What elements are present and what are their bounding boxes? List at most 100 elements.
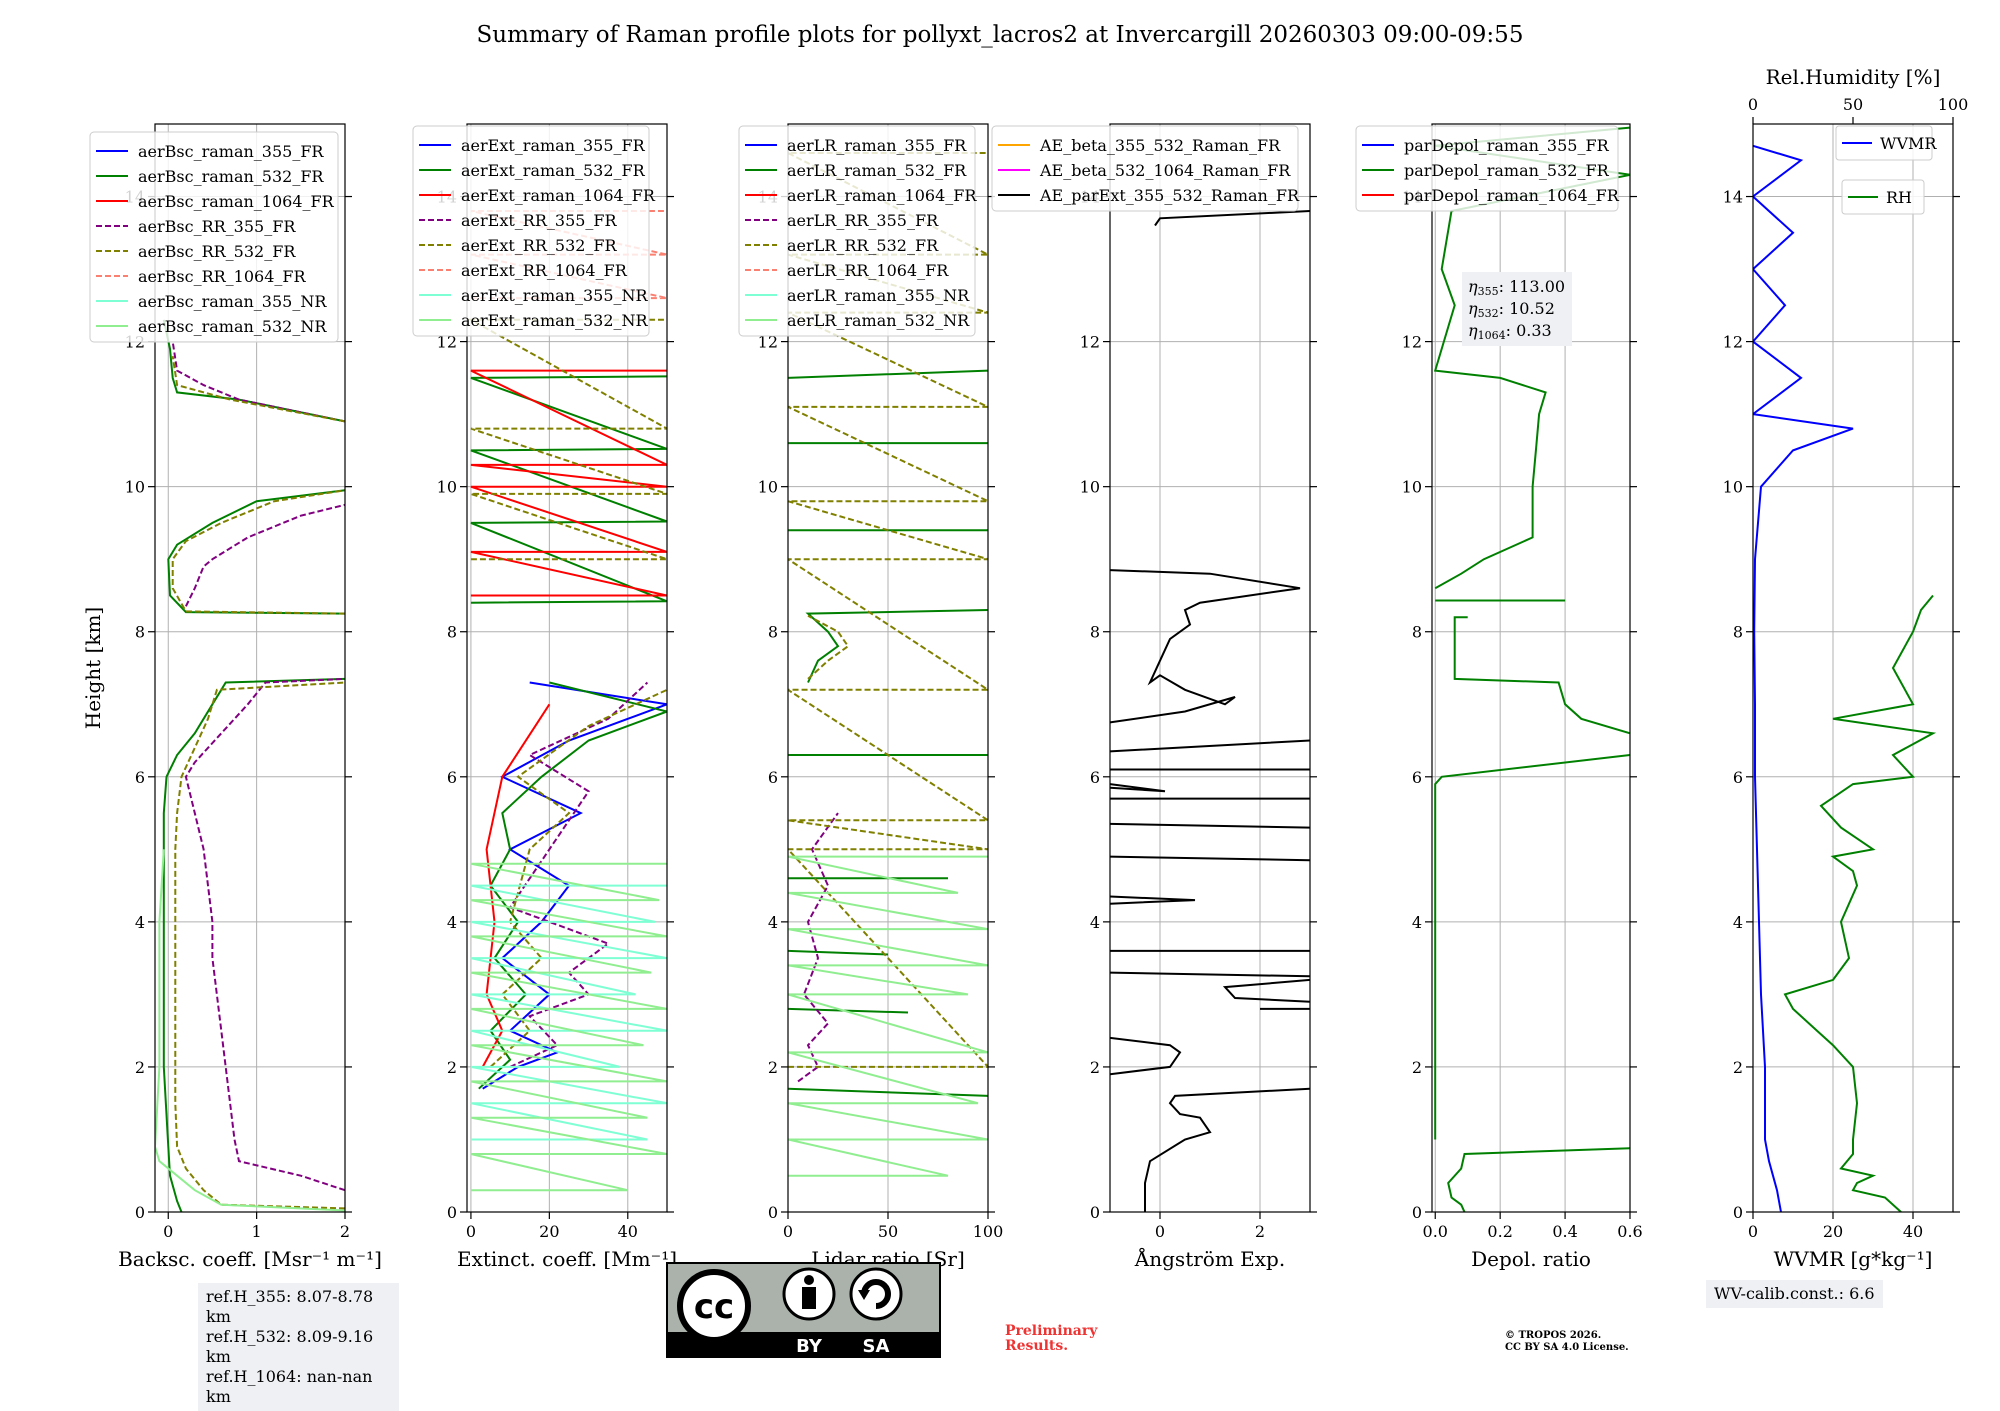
legend-entry-RH: RH xyxy=(1886,188,1912,207)
y-tick-label: 4 xyxy=(1412,913,1422,932)
series-line-aerLR_raman_532_NR xyxy=(788,855,988,1177)
legend-entry-parDepol_raman_355_FR: parDepol_raman_355_FR xyxy=(1404,136,1610,155)
series-group xyxy=(1753,144,1937,1212)
y-tick-label: 0 xyxy=(135,1203,145,1222)
legend-entry-aerExt_raman_532_FR: aerExt_raman_532_FR xyxy=(461,161,646,180)
series-group xyxy=(788,152,988,1177)
legend-entry-aerExt_RR_1064_FR: aerExt_RR_1064_FR xyxy=(461,261,628,280)
y-tick-label: 6 xyxy=(447,768,457,787)
y-tick-label: 4 xyxy=(768,913,778,932)
legend-backscatter: aerBsc_raman_355_FR aerBsc_raman_532_FRae… xyxy=(89,131,339,343)
y-tick-label: 12 xyxy=(1080,333,1100,352)
legend-entry-aerExt_RR_532_FR: aerExt_RR_532_FR xyxy=(461,236,618,255)
series-line-WVMR xyxy=(1753,144,1854,1212)
y-tick-label: 4 xyxy=(135,913,145,932)
preliminary-line1: Preliminary xyxy=(1005,1323,1098,1339)
legend-entry-aerLR_raman_355_NR: aerLR_raman_355_NR xyxy=(787,286,970,305)
y-tick-label: 2 xyxy=(135,1058,145,1077)
legend-entry-WVMR: WVMR xyxy=(1880,134,1937,153)
legend-entry-aerExt_RR_355_FR: aerExt_RR_355_FR xyxy=(461,211,618,230)
legend-box xyxy=(1355,125,1619,212)
series-group xyxy=(467,210,667,1192)
copyright-note: © TROPOS 2026. CC BY SA 4.0 License. xyxy=(1505,1330,1629,1354)
copyright-line2: CC BY SA 4.0 License. xyxy=(1505,1342,1629,1353)
y-tick-label: 8 xyxy=(447,623,457,642)
legend-entry-AE_beta_355_532_Raman_FR: AE_beta_355_532_Raman_FR xyxy=(1039,136,1281,155)
cc-letters: cc xyxy=(694,1287,734,1327)
legend-lidar_ratio: aerLR_raman_355_FR aerLR_raman_532_FR aerL… xyxy=(738,125,977,337)
plot-frame xyxy=(1431,123,1631,1213)
ref-height-1064: ref.H_1064: nan-nan km xyxy=(206,1367,373,1406)
legend-entry-aerExt_raman_355_NR: aerExt_raman_355_NR xyxy=(461,286,649,305)
eta-355-value: η355: 113.00 xyxy=(1468,277,1565,298)
y-tick-label: 12 xyxy=(758,333,778,352)
y-tick-label: 10 xyxy=(1080,478,1100,497)
legend-box xyxy=(89,131,339,343)
legend-entry-aerLR_raman_532_FR: aerLR_raman_532_FR xyxy=(787,161,967,180)
y-tick-label: 0 xyxy=(1090,1203,1100,1222)
legend-entry-aerLR_raman_355_FR: aerLR_raman_355_FR xyxy=(787,136,967,155)
x-tick-label: 20 xyxy=(1823,1222,1843,1241)
series-line-AE_parExt_355_532_Raman_FR xyxy=(1110,210,1310,1212)
legend-extinction: aerExt_raman_355_FR aerExt_raman_532_FRae… xyxy=(412,125,656,337)
eta-532-value: η532: 10.52 xyxy=(1468,299,1555,320)
series-line-aerLR_RR_532_FR xyxy=(788,152,988,1068)
figure-title: Summary of Raman profile plots for polly… xyxy=(476,22,1524,48)
legend-entry-aerLR_RR_1064_FR: aerLR_RR_1064_FR xyxy=(787,261,949,280)
x-tick-label: 0 xyxy=(1155,1222,1165,1241)
legend-entry-aerLR_RR_355_FR: aerLR_RR_355_FR xyxy=(787,211,939,230)
share-alike-icon xyxy=(849,1267,903,1321)
plot-frame xyxy=(1752,123,1954,1213)
legend-entry-aerBsc_RR_355_FR: aerBsc_RR_355_FR xyxy=(138,217,296,236)
x-axis-label: WVMR [g*kg⁻¹] xyxy=(1774,1247,1933,1271)
series-line-aerExt_RR_532_FR xyxy=(467,318,667,1068)
x-tick-label: 0.2 xyxy=(1487,1222,1512,1241)
legend-entry-aerLR_RR_532_FR: aerLR_RR_532_FR xyxy=(787,236,939,255)
legend-entry-aerLR_raman_1064_FR: aerLR_raman_1064_FR xyxy=(787,186,977,205)
wv-calibration-text: WV-calib.const.: 6.6 xyxy=(1714,1284,1875,1303)
plot-frame xyxy=(1109,123,1311,1213)
x-axis-label: Depol. ratio xyxy=(1471,1247,1591,1271)
x-tick-label: 2 xyxy=(1255,1222,1265,1241)
legend-entry-aerBsc_raman_1064_FR: aerBsc_raman_1064_FR xyxy=(138,192,335,211)
y-tick-label: 2 xyxy=(1412,1058,1422,1077)
legend-angstrom: AE_beta_355_532_Raman_FR AE_beta_532_1064… xyxy=(991,125,1300,212)
series-line-aerExt_raman_532_NR xyxy=(470,862,667,1192)
top-x-tick-label: 0 xyxy=(1748,95,1758,114)
legend-entry-parDepol_raman_1064_FR: parDepol_raman_1064_FR xyxy=(1404,186,1620,205)
panel-angstrom: 0246810121402Ångström Exp.AE_beta_355_53… xyxy=(991,123,1317,1271)
y-tick-label: 6 xyxy=(768,768,778,787)
series-group xyxy=(155,319,345,1212)
y-tick-label: 10 xyxy=(437,478,457,497)
x-tick-label: 0.6 xyxy=(1617,1222,1642,1241)
series-line-aerExt_raman_1064_FR xyxy=(470,369,667,1068)
y-tick-label: 10 xyxy=(758,478,778,497)
badge-sa-text: SA xyxy=(863,1336,890,1357)
x-tick-label: 1 xyxy=(252,1222,262,1241)
copyright-line1: © TROPOS 2026. xyxy=(1505,1330,1602,1341)
series-line-aerExt_raman_355_NR xyxy=(470,884,667,1141)
legend-entry-aerBsc_RR_1064_FR: aerBsc_RR_1064_FR xyxy=(138,267,307,286)
series-line-aerBsc_raman_532_FR xyxy=(162,319,345,1212)
cc-circle-icon xyxy=(677,1269,751,1343)
legend-entry-aerExt_raman_1064_FR: aerExt_raman_1064_FR xyxy=(461,186,656,205)
ref-height-355: ref.H_355: 8.07-8.78 km xyxy=(206,1287,374,1326)
legend-entry-aerBsc_raman_532_FR: aerBsc_raman_532_FR xyxy=(138,167,324,186)
y-tick-label: 8 xyxy=(1733,623,1743,642)
y-tick-label: 6 xyxy=(135,768,145,787)
legend-entry-aerBsc_raman_532_NR: aerBsc_raman_532_NR xyxy=(138,317,327,336)
y-tick-label: 4 xyxy=(1733,913,1743,932)
x-tick-label: 0 xyxy=(783,1222,793,1241)
y-tick-label: 2 xyxy=(768,1058,778,1077)
y-tick-label: 4 xyxy=(447,913,457,932)
top-x-tick-label: 100 xyxy=(1938,95,1969,114)
x-tick-label: 20 xyxy=(539,1222,559,1241)
panel-extinction: 0246810121402040Extinct. coeff. [Mm⁻¹]ae… xyxy=(412,123,677,1271)
x-axis-label: Extinct. coeff. [Mm⁻¹] xyxy=(457,1247,677,1271)
x-tick-label: 2 xyxy=(340,1222,350,1241)
x-tick-label: 0.4 xyxy=(1552,1222,1577,1241)
preliminary-line2: Results. xyxy=(1005,1338,1069,1354)
panel-backscatter: 02468101214012Backsc. coeff. [Msr⁻¹ m⁻¹]… xyxy=(89,123,382,1271)
panel-wv: 0 2 4 6 8 10 12 14 0 20 40 WVMR [g*kg⁻¹] 0 50 100 Rel.H… xyxy=(1723,65,1969,1271)
ref-height-532: ref.H_532: 8.09-9.16 km xyxy=(206,1327,374,1366)
